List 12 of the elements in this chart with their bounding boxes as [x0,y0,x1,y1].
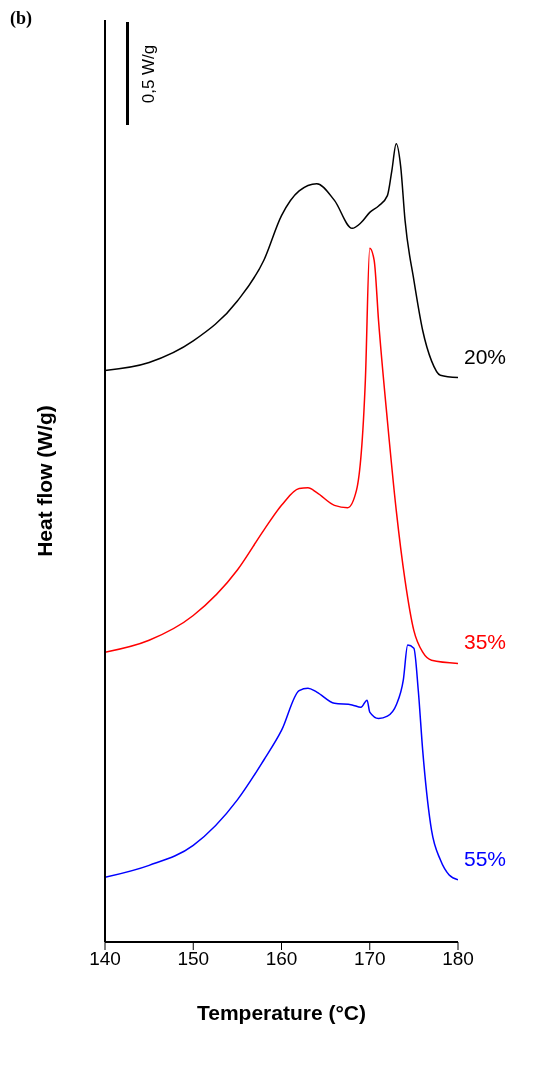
x-tick-label: 180 [442,948,474,970]
series-label: 55% [464,846,507,870]
x-tick-label: 160 [265,948,298,970]
x-axis-title: Temperature (°C) [196,1001,367,1024]
series-label: 20% [464,344,507,368]
y-axis-title: Heat flow (W/g) [33,405,57,557]
x-tick-label: 170 [353,948,386,970]
series-label: 35% [464,630,507,654]
x-tick-label: 140 [89,948,121,970]
x-tick-label: 150 [177,948,210,970]
chart-title: (b) [10,8,32,29]
text: 0,5 W/g [139,44,159,103]
